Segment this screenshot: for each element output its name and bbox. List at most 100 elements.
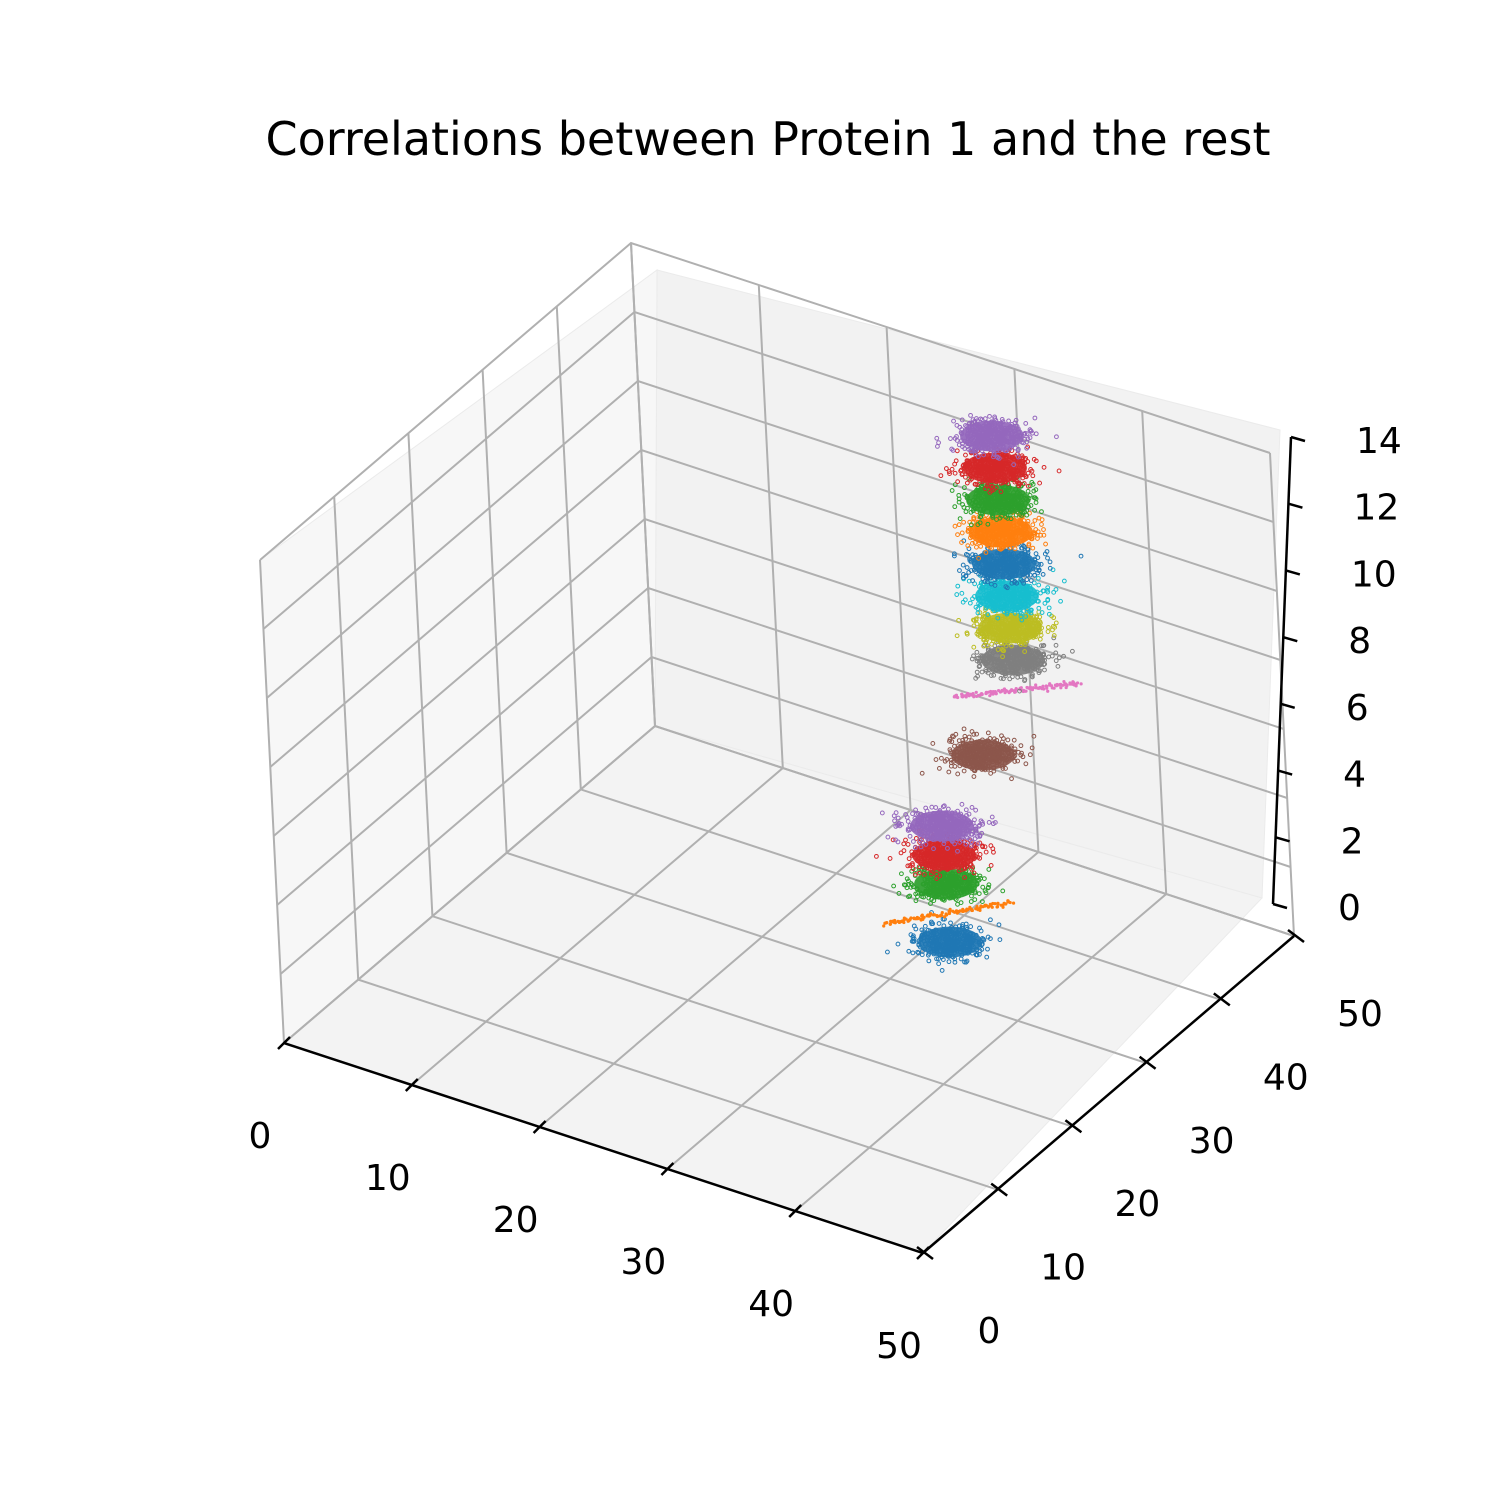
data-point	[1074, 684, 1078, 688]
data-point	[958, 900, 964, 905]
data-point	[956, 738, 962, 744]
cloud-core	[972, 548, 1036, 580]
data-point	[1018, 752, 1024, 758]
data-point	[965, 835, 970, 841]
data-point	[939, 968, 945, 973]
data-point	[913, 807, 918, 813]
z-gridline	[259, 241, 1271, 561]
data-point	[958, 956, 964, 962]
data-point	[948, 920, 953, 926]
data-point	[975, 841, 981, 846]
z-tick-mark	[1280, 702, 1296, 710]
data-point	[898, 850, 904, 856]
data-point	[926, 958, 932, 964]
z-gridline	[273, 517, 1285, 837]
data-point	[968, 905, 972, 909]
data-point	[973, 828, 979, 834]
data-point	[936, 921, 942, 926]
data-point	[982, 844, 988, 850]
data-point	[934, 876, 940, 881]
data-point	[946, 959, 952, 965]
data-point	[955, 848, 960, 854]
data-point	[906, 919, 910, 923]
data-point	[988, 917, 993, 923]
data-point	[973, 807, 979, 813]
data-point	[1055, 682, 1059, 687]
data-point	[932, 913, 936, 917]
data-point	[986, 882, 992, 888]
data-point	[1029, 745, 1035, 751]
data-point	[963, 807, 969, 813]
data-point	[972, 890, 978, 896]
data-point	[995, 905, 999, 909]
data-point	[909, 938, 915, 944]
data-point	[976, 891, 982, 897]
data-point	[903, 882, 909, 888]
data-point	[1048, 682, 1052, 686]
data-point	[1059, 686, 1063, 690]
z-tick-mark	[1282, 635, 1298, 643]
z-gridline	[266, 379, 1278, 699]
data-point	[986, 867, 992, 872]
data-point	[911, 839, 916, 844]
data-point	[969, 893, 974, 899]
gridlines	[259, 241, 1296, 1254]
data-point	[913, 811, 919, 817]
x-tick-mark	[532, 1120, 547, 1134]
data-point	[988, 770, 994, 776]
x-tick-mark	[788, 1204, 803, 1218]
data-point	[1008, 900, 1012, 905]
data-point	[986, 884, 991, 890]
data-point	[1009, 776, 1014, 782]
data-point	[957, 839, 963, 845]
data-point	[977, 822, 982, 828]
data-point	[970, 908, 974, 913]
data-point	[1023, 689, 1027, 693]
data-point	[921, 872, 927, 877]
data-point	[961, 768, 967, 774]
data-point	[980, 936, 986, 942]
data-point	[1042, 667, 1047, 673]
cloud-core	[910, 810, 974, 842]
data-point	[901, 841, 907, 847]
data-point	[1031, 686, 1035, 690]
data-point	[989, 904, 993, 908]
data-point	[1009, 743, 1014, 749]
z-gridline	[276, 586, 1288, 906]
data-point	[1010, 688, 1014, 693]
data-point	[994, 692, 998, 696]
z-tick-mark	[1272, 902, 1288, 910]
data-point	[975, 834, 980, 839]
data-point	[986, 819, 992, 825]
data-point	[955, 771, 961, 777]
data-point	[977, 925, 982, 931]
data-point	[980, 843, 985, 849]
data-point	[968, 924, 974, 929]
y-tick-mark	[990, 1182, 1008, 1197]
data-point	[986, 905, 990, 909]
data-point	[913, 867, 918, 873]
data-point	[1005, 737, 1011, 743]
data-point	[975, 875, 980, 881]
data-point	[985, 730, 991, 736]
data-point	[971, 870, 977, 876]
data-point	[990, 846, 996, 852]
data-point	[971, 843, 977, 849]
data-point	[910, 950, 916, 956]
data-point	[916, 870, 922, 876]
data-point	[1069, 648, 1075, 654]
data-point	[940, 913, 944, 918]
data-point	[952, 841, 958, 847]
data-point	[911, 923, 917, 929]
data-point	[1013, 690, 1017, 694]
data-point	[918, 844, 924, 850]
data-point	[919, 952, 925, 958]
data-point	[984, 954, 990, 960]
data-point	[991, 692, 995, 696]
data-point	[966, 734, 972, 740]
data-point	[1004, 902, 1008, 906]
z-tick-mark	[1290, 435, 1306, 443]
data-point	[966, 811, 972, 817]
data-point	[884, 921, 888, 925]
data-point	[903, 812, 909, 817]
